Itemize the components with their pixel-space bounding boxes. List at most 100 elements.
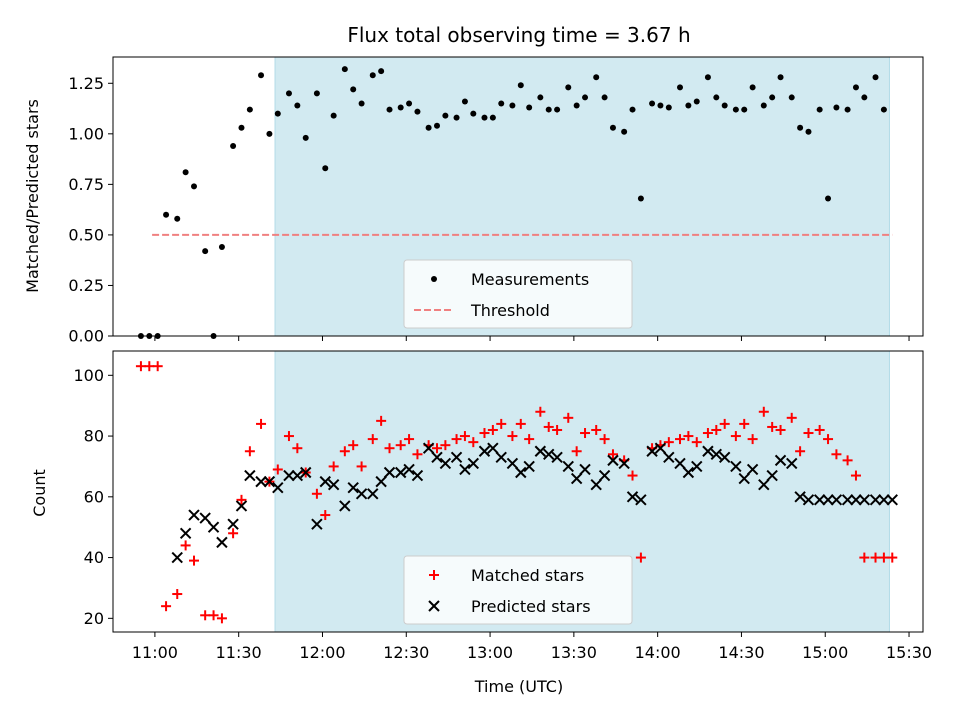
measurement-point — [163, 211, 170, 218]
matched-star-point — [607, 449, 618, 460]
matched-star-point — [786, 412, 797, 423]
x-b — [283, 469, 295, 482]
matched-star-point — [823, 434, 834, 445]
matched-star-point — [339, 446, 350, 457]
matched-star-point — [152, 361, 163, 372]
matched-star-point — [244, 446, 255, 457]
matched-star-point — [135, 361, 146, 372]
matched-star-point — [272, 464, 283, 475]
matched-star-point — [320, 510, 331, 521]
matched-star-point — [739, 418, 750, 429]
measurement-point — [825, 195, 832, 202]
predicted-star-point — [311, 518, 323, 530]
measurement-point — [313, 90, 320, 97]
x-b — [702, 445, 714, 457]
predicted-star-point — [367, 488, 379, 500]
measurement-point — [258, 72, 265, 79]
measurement-point — [489, 114, 496, 121]
x-b — [487, 442, 499, 454]
predicted-star-point — [347, 481, 359, 494]
measurement-point — [844, 106, 851, 113]
matched-star-point — [635, 552, 646, 563]
measurement-point — [294, 102, 301, 109]
measurement-point — [461, 98, 468, 105]
measurement-point — [218, 244, 225, 251]
predicted-star-point — [766, 469, 778, 482]
measurement-point — [274, 110, 281, 117]
x-tick-label: 12:30 — [383, 643, 429, 662]
matched-star-point — [563, 412, 574, 423]
measurement-point — [621, 128, 628, 135]
matched-star-point — [683, 431, 694, 442]
x-b — [766, 469, 778, 482]
y-tick-label: 0.25 — [68, 276, 104, 295]
predicted-star-point — [774, 454, 787, 467]
predicted-star-point — [702, 445, 714, 457]
predicted-star-point — [495, 451, 507, 464]
measurement-point — [741, 106, 748, 113]
predicted-star-point — [635, 494, 647, 506]
measurement-point — [302, 134, 309, 141]
chart-title: Flux total observing time = 3.67 h — [347, 23, 690, 47]
measurement-point — [685, 102, 692, 109]
x-b — [663, 451, 675, 464]
matched-star-point — [228, 528, 239, 539]
x-b — [339, 500, 351, 512]
y-tick-label: 1.25 — [68, 74, 104, 93]
x-b — [730, 460, 742, 473]
measurement-point — [649, 100, 656, 107]
x-b — [422, 442, 435, 454]
predicted-star-point — [235, 500, 248, 512]
matched-star-point — [292, 443, 303, 454]
predicted-star-point — [758, 478, 770, 491]
matched-star-point — [515, 418, 526, 429]
predicted-star-point — [682, 466, 695, 479]
predicted-star-point — [674, 457, 686, 470]
matched-star-point — [236, 494, 247, 505]
x-b — [411, 469, 424, 482]
measurement-point — [713, 94, 720, 101]
predicted-star-point — [869, 494, 882, 506]
x-b — [450, 451, 463, 464]
predicted-star-point — [841, 494, 854, 506]
x-b — [858, 494, 871, 506]
measurement-point — [769, 94, 776, 101]
predicted-star-point — [199, 512, 211, 524]
measurement-point — [760, 102, 767, 109]
x-b — [841, 494, 854, 506]
measurement-point — [174, 215, 181, 222]
y-tick-label: 20 — [84, 609, 104, 628]
y-tick-label: 0.00 — [68, 327, 104, 346]
matched-star-point — [580, 428, 591, 439]
predicted-star-point — [263, 475, 276, 488]
predicted-star-point — [327, 478, 340, 491]
x-b — [758, 478, 770, 491]
predicted-star-point — [822, 494, 834, 506]
measurement-point — [788, 94, 795, 101]
matched-star-point — [747, 434, 758, 445]
x-b — [394, 466, 407, 479]
x-b — [579, 463, 591, 476]
measurement-point — [202, 248, 209, 255]
matched-star-point — [814, 424, 825, 435]
predicted-star-point — [227, 518, 239, 530]
measurement-point — [861, 94, 868, 101]
matched-star-point — [758, 406, 769, 417]
matched-star-point — [328, 461, 339, 472]
measurement-point — [230, 142, 237, 149]
predicted-star-point — [272, 481, 284, 494]
x-b — [886, 494, 898, 506]
x-b — [515, 466, 527, 479]
x-b — [635, 494, 647, 506]
matched-star-point — [487, 424, 498, 435]
x-b — [746, 463, 759, 476]
predicted-star-point — [618, 457, 630, 470]
predicted-star-point — [339, 500, 351, 512]
x-b — [774, 454, 787, 467]
x-tick-label: 15:00 — [802, 643, 848, 662]
predicted-star-point — [515, 466, 527, 479]
measurement-point — [182, 169, 189, 176]
y-tick-label: 0.50 — [68, 225, 104, 244]
x-b — [850, 494, 862, 506]
x-b — [654, 442, 667, 454]
